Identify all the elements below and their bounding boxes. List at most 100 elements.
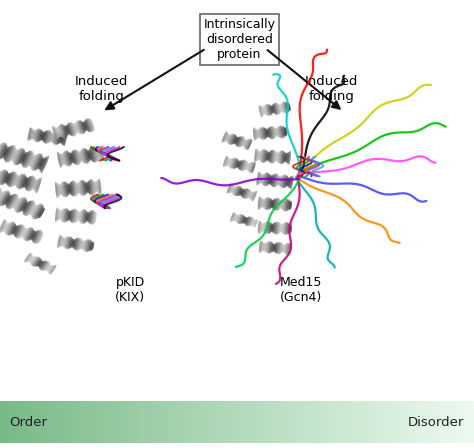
Ellipse shape: [66, 182, 69, 196]
Ellipse shape: [250, 162, 255, 173]
Ellipse shape: [7, 194, 15, 209]
Ellipse shape: [255, 129, 258, 139]
Ellipse shape: [273, 222, 275, 234]
Ellipse shape: [65, 208, 68, 222]
Ellipse shape: [244, 217, 247, 224]
Ellipse shape: [9, 171, 14, 187]
Ellipse shape: [237, 214, 241, 223]
Ellipse shape: [240, 159, 244, 171]
Ellipse shape: [79, 210, 82, 223]
Ellipse shape: [43, 130, 46, 142]
Ellipse shape: [281, 103, 283, 113]
Ellipse shape: [259, 173, 262, 185]
Ellipse shape: [35, 230, 42, 244]
Ellipse shape: [269, 175, 271, 185]
Ellipse shape: [37, 129, 40, 142]
Ellipse shape: [238, 187, 242, 196]
Ellipse shape: [270, 198, 272, 209]
Ellipse shape: [261, 174, 264, 184]
Ellipse shape: [269, 151, 271, 162]
Ellipse shape: [73, 239, 75, 249]
Ellipse shape: [288, 103, 291, 111]
Ellipse shape: [256, 172, 259, 185]
Ellipse shape: [290, 201, 292, 210]
Ellipse shape: [70, 182, 72, 196]
Ellipse shape: [252, 191, 257, 202]
Ellipse shape: [59, 210, 61, 220]
Ellipse shape: [269, 241, 271, 254]
Ellipse shape: [283, 199, 285, 211]
Ellipse shape: [271, 106, 273, 113]
Ellipse shape: [80, 151, 82, 162]
Ellipse shape: [18, 150, 25, 165]
Ellipse shape: [35, 154, 42, 171]
Ellipse shape: [42, 131, 45, 141]
Ellipse shape: [237, 136, 242, 147]
Ellipse shape: [91, 179, 93, 195]
Ellipse shape: [289, 151, 291, 165]
Ellipse shape: [276, 103, 279, 115]
Ellipse shape: [284, 175, 287, 188]
Ellipse shape: [75, 181, 78, 195]
Ellipse shape: [61, 124, 66, 138]
Ellipse shape: [276, 242, 279, 254]
Ellipse shape: [34, 258, 41, 267]
Ellipse shape: [271, 243, 273, 253]
Ellipse shape: [278, 198, 280, 211]
Ellipse shape: [83, 239, 87, 251]
Ellipse shape: [283, 174, 286, 189]
Ellipse shape: [249, 192, 253, 199]
Ellipse shape: [265, 172, 268, 186]
Ellipse shape: [81, 180, 83, 196]
Ellipse shape: [15, 224, 21, 237]
Ellipse shape: [24, 227, 30, 241]
Ellipse shape: [266, 241, 269, 253]
Ellipse shape: [74, 181, 77, 196]
Ellipse shape: [233, 136, 237, 145]
Ellipse shape: [277, 242, 280, 254]
Ellipse shape: [268, 198, 271, 210]
Ellipse shape: [237, 136, 243, 147]
Ellipse shape: [34, 230, 41, 244]
Ellipse shape: [15, 197, 22, 211]
Ellipse shape: [62, 154, 65, 165]
Ellipse shape: [231, 158, 236, 169]
Ellipse shape: [281, 125, 284, 138]
Ellipse shape: [27, 127, 31, 141]
Ellipse shape: [17, 149, 24, 165]
Ellipse shape: [64, 133, 67, 146]
Ellipse shape: [9, 223, 15, 236]
Ellipse shape: [274, 173, 277, 187]
Ellipse shape: [59, 153, 63, 166]
Ellipse shape: [79, 120, 84, 134]
Ellipse shape: [20, 174, 26, 190]
Ellipse shape: [265, 128, 267, 138]
Ellipse shape: [13, 225, 18, 235]
Ellipse shape: [285, 101, 288, 113]
Ellipse shape: [36, 259, 42, 267]
Ellipse shape: [0, 143, 7, 160]
Ellipse shape: [277, 222, 279, 235]
Ellipse shape: [11, 149, 17, 161]
Ellipse shape: [282, 102, 284, 113]
Ellipse shape: [247, 190, 251, 199]
Ellipse shape: [30, 231, 35, 240]
Ellipse shape: [23, 200, 31, 214]
Ellipse shape: [280, 175, 283, 187]
Ellipse shape: [251, 191, 256, 201]
Ellipse shape: [274, 103, 277, 115]
Ellipse shape: [46, 130, 50, 144]
Ellipse shape: [90, 241, 93, 251]
Ellipse shape: [289, 200, 291, 210]
Ellipse shape: [231, 135, 236, 145]
Ellipse shape: [85, 211, 87, 223]
Ellipse shape: [25, 151, 32, 168]
Ellipse shape: [268, 127, 271, 139]
Ellipse shape: [56, 127, 60, 137]
Text: Order: Order: [9, 416, 47, 429]
Ellipse shape: [18, 173, 23, 190]
Ellipse shape: [261, 127, 264, 140]
Ellipse shape: [228, 159, 231, 166]
Ellipse shape: [31, 153, 39, 170]
Ellipse shape: [47, 130, 51, 144]
